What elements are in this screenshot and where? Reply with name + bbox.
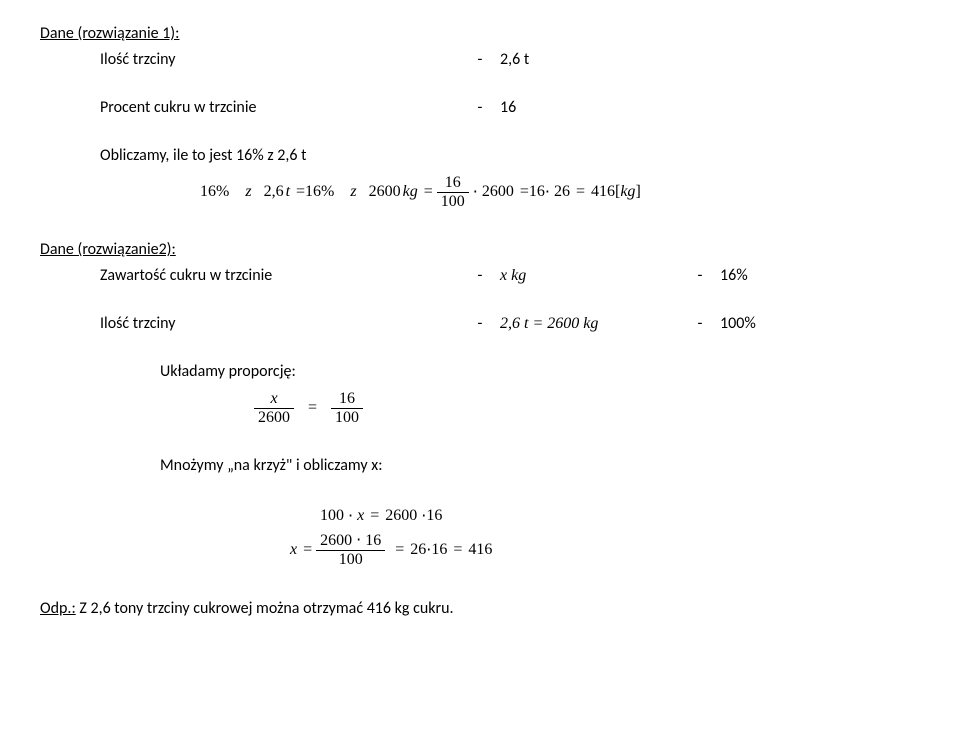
prop-x: x xyxy=(254,390,294,409)
s2-eq-cross: 100 ⋅ x = 2600 ⋅ 16 xyxy=(320,506,920,526)
eq1-frac-num: 16 xyxy=(437,174,469,193)
answer-text: Z 2,6 tony trzciny cukrowej można otrzym… xyxy=(76,599,454,618)
eq1-bracket-kg: kg xyxy=(620,183,635,200)
eq1-2600kg-u: kg xyxy=(403,183,418,201)
eq1-eq-b: = xyxy=(424,183,433,201)
eq1-z-b: z xyxy=(350,183,356,201)
eq1-eq-c: = xyxy=(520,183,529,201)
s1-row2-label: Procent cukru w trzcinie xyxy=(100,96,460,120)
eq1-2600: 2600 xyxy=(482,183,514,201)
s2-row2-pct: 100% xyxy=(720,312,800,336)
eq3-eq-a: = xyxy=(303,541,312,559)
eq1-dot-b: ⋅ xyxy=(545,182,550,202)
prop-eq: = xyxy=(308,399,317,417)
s2-row-zawartosc: Zawartość cukru w trzcinie - x kg - 16% xyxy=(40,264,920,288)
s2-row1-val: x kg xyxy=(500,267,526,284)
s2-row2-label: Ilość trzciny xyxy=(100,312,460,336)
eq3-den: 100 xyxy=(316,551,385,569)
eq1-frac-den: 100 xyxy=(437,193,469,211)
eq2-dot-a: ⋅ xyxy=(348,506,353,526)
prop-frac-right: 16 100 xyxy=(331,390,363,426)
s2-row1-dash: - xyxy=(460,264,500,288)
s2-row1-pct: 16% xyxy=(720,264,800,288)
eq2-100: 100 xyxy=(320,507,344,525)
eq3-frac-num: 2600 ⋅ 16 xyxy=(316,532,385,551)
s2-row-ilosc: Ilość trzciny - 2,6 t = 2600 kg - 100% xyxy=(40,312,920,336)
eq2-2600: 2600 xyxy=(385,507,417,525)
s1-row2-val: 16 xyxy=(500,96,680,120)
answer-line: Odp.: Z 2,6 tony trzciny cukrowej można … xyxy=(40,597,920,621)
eq1-16: 16 xyxy=(529,183,545,201)
eq3-num-dot: ⋅ xyxy=(356,532,361,549)
eq1-2p6: 2,6 xyxy=(264,183,284,201)
eq3-num-2600: 2600 xyxy=(320,532,352,549)
s1-row-procent: Procent cukru w trzcinie - 16 xyxy=(40,96,920,120)
eq3-16b: 16 xyxy=(431,541,447,559)
s1-row1-label: Ilość trzciny xyxy=(100,48,460,72)
s1-row1-val: 2,6 t xyxy=(500,48,680,72)
eq1-416: 416 xyxy=(591,183,615,201)
eq1-bracket: [kg] xyxy=(615,183,641,201)
eq1-frac: 16 100 xyxy=(437,174,469,210)
section1-heading: Dane (rozwiązanie 1): xyxy=(40,22,920,46)
eq2-eq: = xyxy=(370,507,379,525)
section1-heading-text: Dane (rozwiązanie 1): xyxy=(40,24,179,43)
document-page: Dane (rozwiązanie 1): Ilość trzciny - 2,… xyxy=(0,0,960,643)
s1-calc-intro: Obliczamy, ile to jest 16% z 2,6 t xyxy=(40,144,920,168)
eq1-eq-a: = xyxy=(296,183,305,201)
s2-prop-label: Układamy proporcję: xyxy=(40,360,920,384)
eq3-frac: 2600 ⋅ 16 100 xyxy=(316,532,385,568)
eq1-16pct-b: 16% xyxy=(305,183,334,201)
s1-row1-dash: - xyxy=(460,48,500,72)
s2-row2-dash: - xyxy=(460,312,500,336)
section2-heading-text: Dane (rozwiązanie2): xyxy=(40,240,176,259)
eq3-eq-b: = xyxy=(395,541,404,559)
prop-frac-left: x 2600 xyxy=(254,390,294,426)
answer-prefix: Odp.: xyxy=(40,599,76,618)
s1-equation: 16% z 2,6 t = 16% z 2600 kg = 16 100 ⋅ 2… xyxy=(200,174,920,210)
prop-2600: 2600 xyxy=(254,409,294,427)
s2-row2-val: 2,6 t = 2600 kg xyxy=(500,315,598,332)
eq1-26: 26 xyxy=(554,183,570,201)
eq1-t: t xyxy=(286,183,290,201)
eq2-16: 16 xyxy=(426,507,442,525)
eq3-26: 26 xyxy=(410,541,426,559)
s2-proportion: x 2600 = 16 100 xyxy=(250,390,920,426)
prop-16: 16 xyxy=(331,390,363,409)
eq3-num-16: 16 xyxy=(365,532,381,549)
s2-mult-label-text: Mnożymy „na krzyż" i obliczamy x: xyxy=(160,456,382,475)
s2-row2-dash2: - xyxy=(680,312,720,336)
eq1-z-a: z xyxy=(245,183,251,201)
s2-eq-solve: x = 2600 ⋅ 16 100 = 26 ⋅ 16 = 416 xyxy=(290,532,920,568)
eq2-x: x xyxy=(357,507,364,525)
eq1-2600kg-n: 2600 xyxy=(369,183,401,201)
eq1-dot-a: ⋅ xyxy=(473,182,478,202)
eq3-416: 416 xyxy=(468,541,492,559)
eq3-x: x xyxy=(290,541,297,559)
s1-row2-dash: - xyxy=(460,96,500,120)
s2-row1-label: Zawartość cukru w trzcinie xyxy=(100,264,460,288)
s2-mult-label: Mnożymy „na krzyż" i obliczamy x: xyxy=(40,454,920,478)
s1-row-ilosc: Ilość trzciny - 2,6 t xyxy=(40,48,920,72)
eq1-16pct-a: 16% xyxy=(200,183,229,201)
section2-heading: Dane (rozwiązanie2): xyxy=(40,238,920,262)
prop-100: 100 xyxy=(331,409,363,427)
eq1-eq-d: = xyxy=(576,183,585,201)
s2-row1-dash2: - xyxy=(680,264,720,288)
eq3-eq-c: = xyxy=(453,541,462,559)
